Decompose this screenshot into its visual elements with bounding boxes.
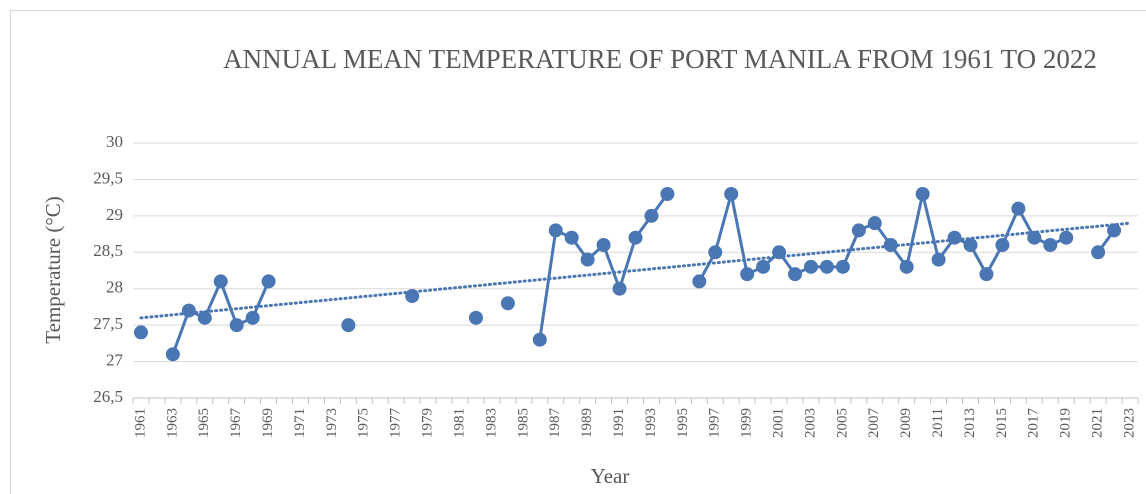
marker	[995, 238, 1010, 252]
x-tick-label: 2023	[1121, 408, 1137, 438]
x-tick-label: 2019	[1058, 408, 1074, 438]
x-tick-label: 2009	[898, 408, 914, 438]
y-tick-label: 29	[106, 205, 123, 224]
marker	[740, 267, 755, 282]
marker	[947, 230, 962, 245]
y-tick-label: 27	[106, 350, 124, 369]
x-tick-label: 1987	[547, 408, 563, 439]
marker	[883, 238, 898, 252]
marker	[564, 230, 579, 245]
x-tick-label: 2021	[1090, 408, 1106, 438]
marker	[548, 223, 563, 238]
marker	[165, 347, 180, 362]
marker	[708, 245, 723, 260]
x-tick-label: 1973	[324, 408, 340, 438]
x-tick-label: 1967	[228, 408, 244, 439]
marker	[1107, 223, 1122, 238]
y-axis-label: Temperature (°C)	[41, 196, 65, 343]
marker	[724, 187, 739, 201]
x-tick-label: 1969	[260, 408, 276, 438]
x-tick-label: 1975	[356, 408, 372, 438]
marker	[867, 216, 882, 231]
x-tick-label: 1979	[420, 408, 436, 438]
marker	[532, 332, 547, 347]
marker	[931, 252, 946, 267]
marker	[580, 252, 595, 267]
marker	[979, 267, 994, 282]
trendline	[139, 221, 1132, 320]
x-tick-label: 2003	[802, 408, 818, 438]
marker	[213, 274, 228, 289]
marker	[644, 208, 659, 223]
x-tick-label: 2001	[771, 408, 787, 438]
y-tick-label: 28,5	[93, 241, 123, 260]
series-line	[171, 193, 1116, 355]
x-tick-label: 1993	[643, 408, 659, 438]
y-tick-label: 28	[106, 278, 123, 297]
x-axis-label: Year	[591, 464, 630, 488]
marker	[660, 187, 675, 201]
marker	[899, 259, 914, 274]
marker	[133, 325, 148, 340]
marker	[692, 274, 707, 289]
x-tick-label: 1991	[611, 408, 627, 438]
x-tick-label: 1999	[739, 408, 755, 438]
marker	[229, 318, 244, 333]
chart-title: ANNUAL MEAN TEMPERATURE OF PORT MANILA F…	[223, 44, 1097, 74]
x-tick-label: 1983	[483, 408, 499, 438]
y-tick-label: 29,5	[93, 168, 123, 187]
x-tick-label: 1989	[579, 408, 595, 438]
marker	[772, 245, 787, 260]
marker	[181, 303, 196, 318]
x-tick-label: 1963	[164, 408, 180, 438]
x-tick-label: 1997	[707, 408, 723, 439]
x-tick-label: 2013	[962, 408, 978, 438]
marker	[1059, 230, 1074, 245]
y-tick-label: 27,5	[93, 314, 123, 333]
x-tick-label: 2005	[834, 408, 850, 438]
x-tick-label: 1965	[196, 408, 212, 438]
marker	[261, 274, 276, 289]
y-tick-label: 30	[106, 132, 123, 151]
x-tick-label: 1985	[515, 408, 531, 438]
marker	[835, 259, 850, 274]
marker	[963, 238, 978, 252]
marker	[1091, 245, 1106, 260]
x-tick-label: 1971	[292, 408, 308, 438]
marker	[245, 310, 260, 325]
marker	[197, 310, 212, 325]
marker	[1027, 230, 1042, 245]
marker	[612, 281, 627, 296]
x-tick-label: 1981	[451, 408, 467, 438]
x-tick-label: 2017	[1026, 408, 1042, 439]
x-tick-label: 2015	[994, 408, 1010, 438]
marker	[851, 223, 866, 238]
marker	[819, 259, 834, 274]
marker	[915, 187, 930, 201]
x-tick-label: 2011	[930, 408, 946, 437]
x-tick-label: 2007	[866, 408, 882, 439]
x-tick-label: 1977	[388, 408, 404, 439]
x-tick-label: 1995	[675, 408, 691, 438]
marker	[405, 289, 420, 303]
x-tick-label: 1961	[132, 408, 148, 438]
marker	[788, 267, 803, 282]
chart-border	[10, 10, 1146, 494]
marker	[1011, 201, 1026, 216]
marker	[1043, 238, 1058, 252]
marker	[500, 296, 515, 311]
marker	[596, 238, 611, 252]
y-tick-label: 26,5	[93, 387, 123, 406]
marker	[468, 310, 483, 325]
marker	[756, 259, 771, 274]
marker	[341, 318, 356, 333]
marker	[803, 259, 818, 274]
marker	[628, 230, 643, 245]
